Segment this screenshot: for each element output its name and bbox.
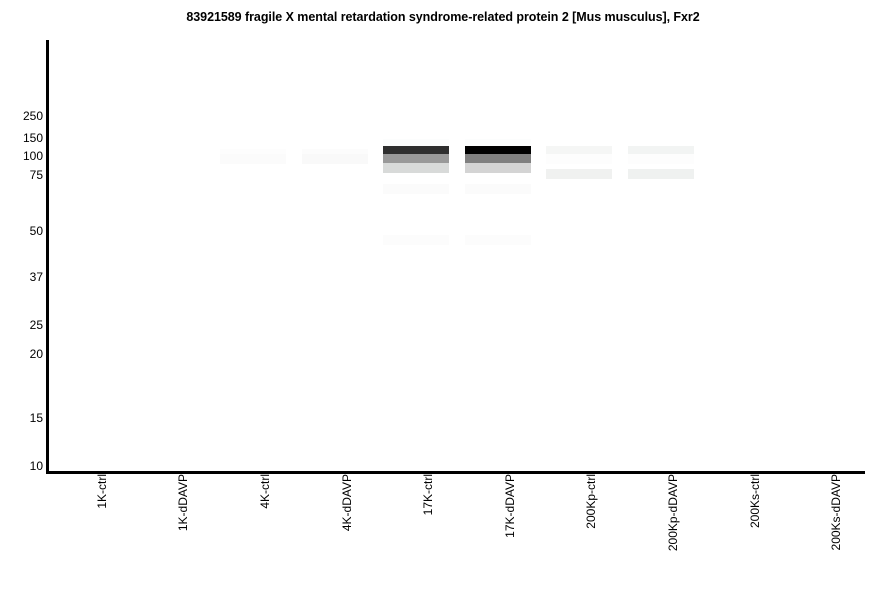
gel-band	[546, 153, 613, 164]
gel-lanes-area	[49, 40, 865, 471]
gel-band	[628, 169, 694, 180]
gel-lane-200kp-ddavp[interactable]	[628, 40, 694, 471]
page-title: 83921589 fragile X mental retardation sy…	[186, 10, 700, 24]
x-axis-tick-labels: 1K-ctrl 1K-dDAVP 4K-ctrl 4K-dDAVP 17K-ctrl 17…	[49, 474, 865, 595]
gel-band	[464, 163, 531, 174]
gel-band	[546, 145, 613, 156]
gel-lane-200kp-ctrl[interactable]	[546, 40, 613, 471]
y-axis-tick-50: 50	[29, 224, 43, 238]
gel-band	[383, 235, 450, 246]
x-axis-tick-200kp-ddavp: 200Kp-dDAVP	[666, 474, 680, 552]
y-axis-tick-20: 20	[29, 347, 43, 361]
gel-band	[383, 183, 450, 194]
y-axis-tick-25: 25	[29, 318, 43, 332]
y-axis-tick-37: 37	[29, 270, 43, 284]
x-axis-tick-200ks-ctrl: 200Ks-ctrl	[747, 474, 762, 529]
gel-band	[464, 153, 531, 164]
gel-lane-17k-ddavp[interactable]	[464, 40, 531, 471]
gel-lane-1k-ctrl[interactable]	[57, 40, 123, 471]
y-axis-tick-75: 75	[29, 168, 43, 182]
y-axis-tick-10: 10	[29, 459, 43, 473]
gel-band	[464, 183, 531, 194]
gel-lane-1k-ddavp[interactable]	[138, 40, 204, 471]
gel-lane-200ks-ddavp[interactable]	[791, 40, 857, 471]
x-axis-tick-17k-ctrl: 17K-ctrl	[421, 474, 436, 516]
x-axis-tick-200kp-ctrl: 200Kp-ctrl	[584, 474, 599, 529]
y-axis-tick-15: 15	[29, 411, 43, 425]
gel-band	[464, 145, 531, 156]
y-axis-line	[46, 40, 49, 474]
gel-band	[628, 145, 694, 156]
gel-band	[464, 139, 531, 150]
x-axis-tick-1k-ddavp: 1K-dDAVP	[176, 474, 191, 532]
gel-band	[628, 153, 694, 164]
gel-lane-4k-ddavp[interactable]	[301, 40, 368, 471]
gel-band	[383, 153, 450, 164]
gel-band	[383, 139, 450, 150]
x-axis-tick-1k-ctrl: 1K-ctrl	[94, 474, 109, 509]
gel-band	[301, 148, 368, 159]
y-axis-tick-250: 250	[22, 109, 43, 123]
gel-lane-17k-ctrl[interactable]	[383, 40, 450, 471]
gel-band	[301, 154, 368, 165]
gel-lane-4k-ctrl[interactable]	[220, 40, 286, 471]
x-axis-tick-4k-ddavp: 4K-dDAVP	[339, 474, 354, 532]
gel-band	[220, 154, 286, 165]
gel-band	[220, 148, 286, 159]
y-axis-tick-100: 100	[22, 149, 43, 163]
x-axis-tick-200ks-ddavp: 200Ks-dDAVP	[829, 474, 844, 551]
gel-band	[383, 145, 450, 156]
x-axis-tick-17k-ddavp: 17K-dDAVP	[502, 474, 517, 538]
gel-band	[464, 235, 531, 246]
y-axis-tick-150: 150	[22, 131, 43, 145]
x-axis-line	[46, 471, 865, 474]
y-axis-tick-labels: 250 150 100 75 50 37 25 20 15 10	[0, 0, 46, 595]
x-axis-tick-4k-ctrl: 4K-ctrl	[258, 474, 272, 509]
gel-band	[383, 163, 450, 174]
gel-lane-200ks-ctrl[interactable]	[710, 40, 776, 471]
gel-band	[546, 169, 613, 180]
